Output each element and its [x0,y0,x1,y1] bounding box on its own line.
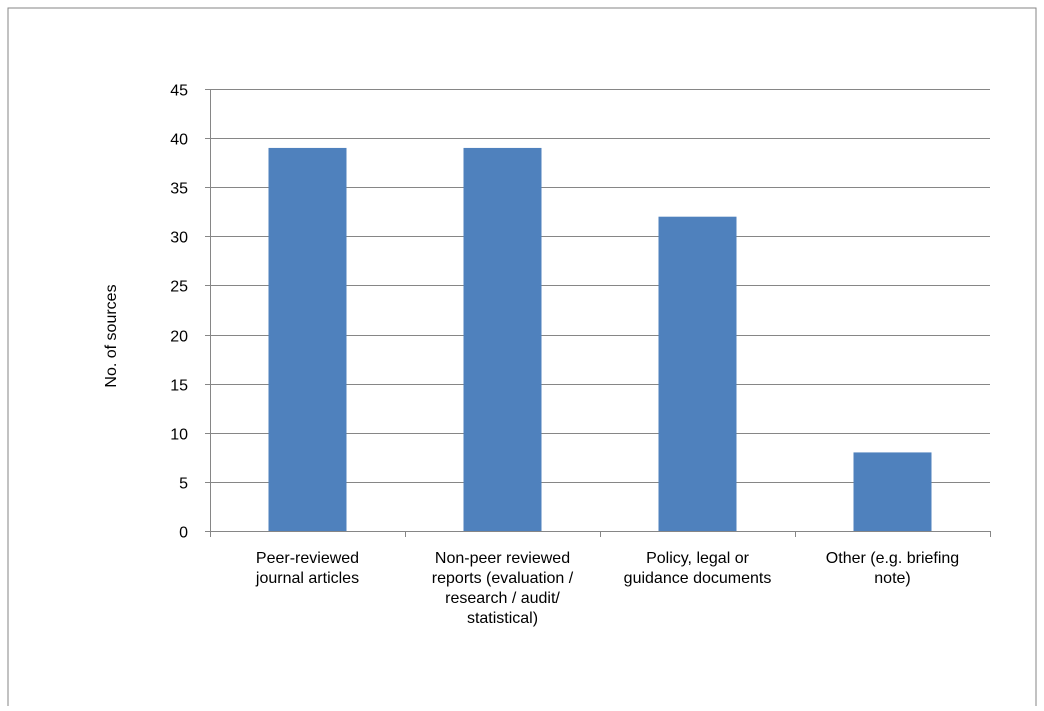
axes [210,89,991,537]
x-tick-label: Peer-reviewed journal articles [255,550,359,587]
bar [658,216,737,531]
y-tick-label: 10 [170,427,188,444]
bars [268,147,932,531]
x-tick-label: Other (e.g. briefing note) [826,550,959,587]
y-tick-label: 5 [179,476,188,493]
y-tick-label: 25 [170,279,188,296]
y-tick-label: 20 [170,329,188,346]
bar [268,147,347,531]
y-tick-label: 40 [170,132,188,149]
y-tick-label: 35 [170,181,188,198]
bar [853,452,932,531]
y-tick-label: 30 [170,230,188,247]
x-tick-label: Non-peer reviewed reports (evaluation / re… [432,550,574,627]
x-tick-label: Policy, legal or guidance documents [624,550,772,587]
y-tick-label: 0 [179,525,188,542]
chart-border [7,7,1037,706]
x-tick-labels: Peer-reviewed journal articles Non-peer re… [255,550,959,627]
y-tick-label: 45 [170,83,188,100]
chart-frame-border [7,7,1037,706]
bar [463,147,542,531]
y-axis-title: No. of sources [103,284,120,387]
y-tick-label: 15 [170,378,188,395]
y-tick-labels: 0 5 10 15 20 25 30 35 40 45 [170,83,188,542]
